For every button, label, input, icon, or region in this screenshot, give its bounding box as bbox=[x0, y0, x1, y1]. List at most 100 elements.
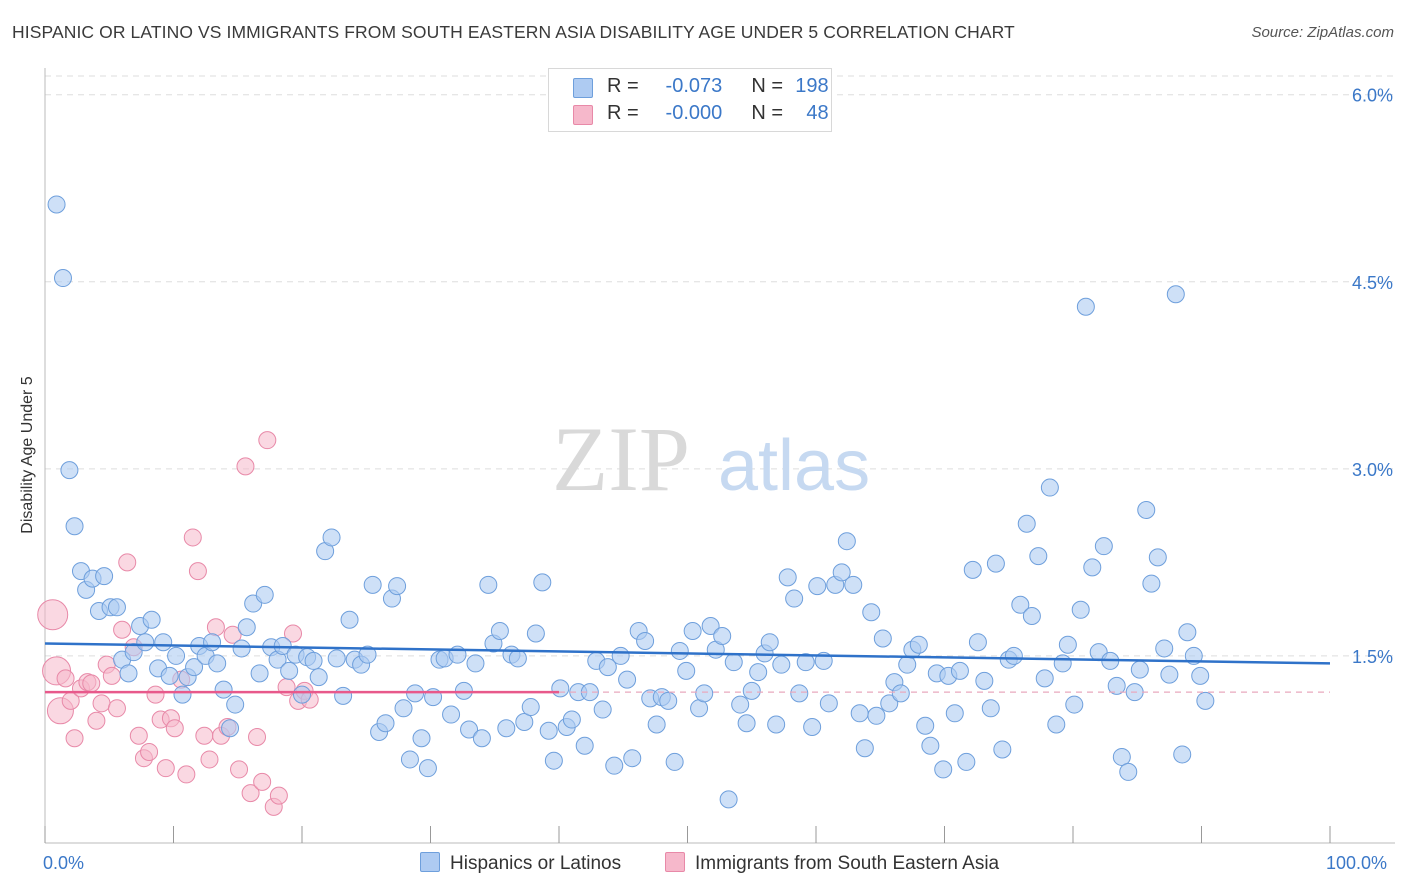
data-point-hispanics bbox=[1065, 695, 1084, 714]
data-point-hispanics bbox=[790, 684, 809, 703]
data-point-hispanics bbox=[394, 699, 413, 718]
data-point-hispanics bbox=[832, 563, 851, 582]
data-point-hispanics bbox=[1058, 635, 1077, 654]
data-point-hispanics bbox=[963, 560, 982, 579]
data-point-hispanics bbox=[136, 633, 155, 652]
data-point-hispanics bbox=[611, 646, 630, 665]
data-point-hispanics bbox=[670, 641, 689, 660]
data-point-sea-immigrants bbox=[248, 727, 267, 746]
data-point-hispanics bbox=[1130, 660, 1149, 679]
data-point-hispanics bbox=[837, 532, 856, 551]
data-point-hispanics bbox=[226, 695, 245, 714]
data-point-hispanics bbox=[1047, 715, 1066, 734]
data-point-hispanics bbox=[1035, 669, 1054, 688]
data-point-hispanics bbox=[203, 633, 222, 652]
data-point-hispanics bbox=[636, 631, 655, 650]
data-point-hispanics bbox=[497, 719, 516, 738]
data-point-hispanics bbox=[1004, 646, 1023, 665]
data-point-hispanics bbox=[119, 664, 138, 683]
data-point-hispanics bbox=[819, 694, 838, 713]
data-point-hispanics bbox=[945, 704, 964, 723]
data-point-sea-immigrants bbox=[258, 431, 277, 450]
data-point-hispanics bbox=[255, 585, 274, 604]
legend-label-sea-immigrants: Immigrants from South Eastern Asia bbox=[695, 853, 1000, 874]
data-point-hispanics bbox=[785, 589, 804, 608]
data-point-hispanics bbox=[1173, 745, 1192, 764]
data-point-hispanics bbox=[53, 269, 72, 288]
data-point-hispanics bbox=[749, 663, 768, 682]
watermark-zip: ZIP bbox=[552, 408, 690, 510]
data-point-sea-immigrants bbox=[65, 729, 84, 748]
data-point-hispanics bbox=[844, 575, 863, 594]
data-point-hispanics bbox=[593, 700, 612, 719]
data-point-sea-immigrants bbox=[284, 624, 303, 643]
data-point-hispanics bbox=[107, 598, 126, 617]
data-point-hispanics bbox=[142, 610, 161, 629]
data-point-hispanics bbox=[981, 699, 1000, 718]
data-point-hispanics bbox=[1094, 537, 1113, 556]
data-point-hispanics bbox=[1148, 548, 1167, 567]
data-point-sea-immigrants bbox=[140, 742, 159, 761]
data-point-hispanics bbox=[1137, 501, 1156, 520]
data-point-hispanics bbox=[1142, 574, 1161, 593]
data-point-hispanics bbox=[724, 653, 743, 672]
data-point-hispanics bbox=[232, 639, 251, 658]
trend-line-hispanics bbox=[44, 642, 1331, 665]
data-point-hispanics bbox=[1022, 607, 1041, 626]
data-point-hispanics bbox=[526, 624, 545, 643]
data-point-hispanics bbox=[855, 739, 874, 758]
data-point-hispanics bbox=[677, 661, 696, 680]
data-point-hispanics bbox=[957, 752, 976, 771]
data-point-sea-immigrants bbox=[165, 719, 184, 738]
data-point-hispanics bbox=[1071, 600, 1090, 619]
data-point-hispanics bbox=[388, 577, 407, 596]
y-tick-label: 4.5% bbox=[1352, 273, 1393, 293]
data-point-hispanics bbox=[400, 750, 419, 769]
data-point-hispanics bbox=[508, 649, 527, 668]
data-point-hispanics bbox=[950, 661, 969, 680]
data-point-hispanics bbox=[418, 759, 437, 778]
legend-swatch-blue bbox=[573, 78, 593, 98]
legend-swatch-hispanics bbox=[420, 852, 440, 872]
data-point-hispanics bbox=[1166, 285, 1185, 304]
data-point-hispanics bbox=[921, 736, 940, 755]
legend-swatch-pink bbox=[573, 105, 593, 125]
gridlines bbox=[45, 75, 1395, 657]
data-point-hispanics bbox=[442, 705, 461, 724]
data-point-hispanics bbox=[363, 575, 382, 594]
data-point-sea-immigrants bbox=[92, 694, 111, 713]
n-value-blue: 198 bbox=[795, 75, 829, 97]
y-tick-labels: 1.5% 3.0% 4.5% 6.0% bbox=[1352, 86, 1393, 667]
watermark: ZIP atlas bbox=[552, 408, 870, 510]
data-point-sea-immigrants bbox=[206, 618, 225, 637]
data-point-sea-immigrants bbox=[87, 711, 106, 730]
data-point-hispanics bbox=[65, 517, 84, 536]
data-point-sea-immigrants bbox=[269, 786, 288, 805]
data-point-hispanics bbox=[665, 752, 684, 771]
data-point-hispanics bbox=[909, 635, 928, 654]
data-point-hispanics bbox=[221, 719, 240, 738]
data-point-hispanics bbox=[1191, 666, 1210, 685]
data-point-hispanics bbox=[701, 616, 720, 635]
series-blue-points bbox=[47, 195, 1215, 809]
data-point-hispanics bbox=[460, 720, 479, 739]
data-point-hispanics bbox=[659, 691, 678, 710]
r-value-blue: -0.073 bbox=[665, 75, 723, 97]
data-point-hispanics bbox=[412, 729, 431, 748]
r-label: R = bbox=[607, 75, 639, 97]
data-point-hispanics bbox=[322, 528, 341, 547]
data-point-hispanics bbox=[690, 699, 709, 718]
data-point-hispanics bbox=[334, 686, 353, 705]
data-point-sea-immigrants bbox=[156, 759, 175, 778]
data-point-hispanics bbox=[533, 573, 552, 592]
data-point-sea-immigrants bbox=[82, 674, 101, 693]
data-point-hispanics bbox=[898, 655, 917, 674]
data-point-hispanics bbox=[1107, 676, 1126, 695]
y-tick-label: 6.0% bbox=[1352, 86, 1393, 106]
n-label: N = bbox=[751, 102, 784, 124]
legend-item-hispanics: Hispanics or Latinos bbox=[420, 852, 621, 875]
data-point-hispanics bbox=[1053, 654, 1072, 673]
data-point-hispanics bbox=[167, 646, 186, 665]
data-point-hispanics bbox=[605, 756, 624, 775]
